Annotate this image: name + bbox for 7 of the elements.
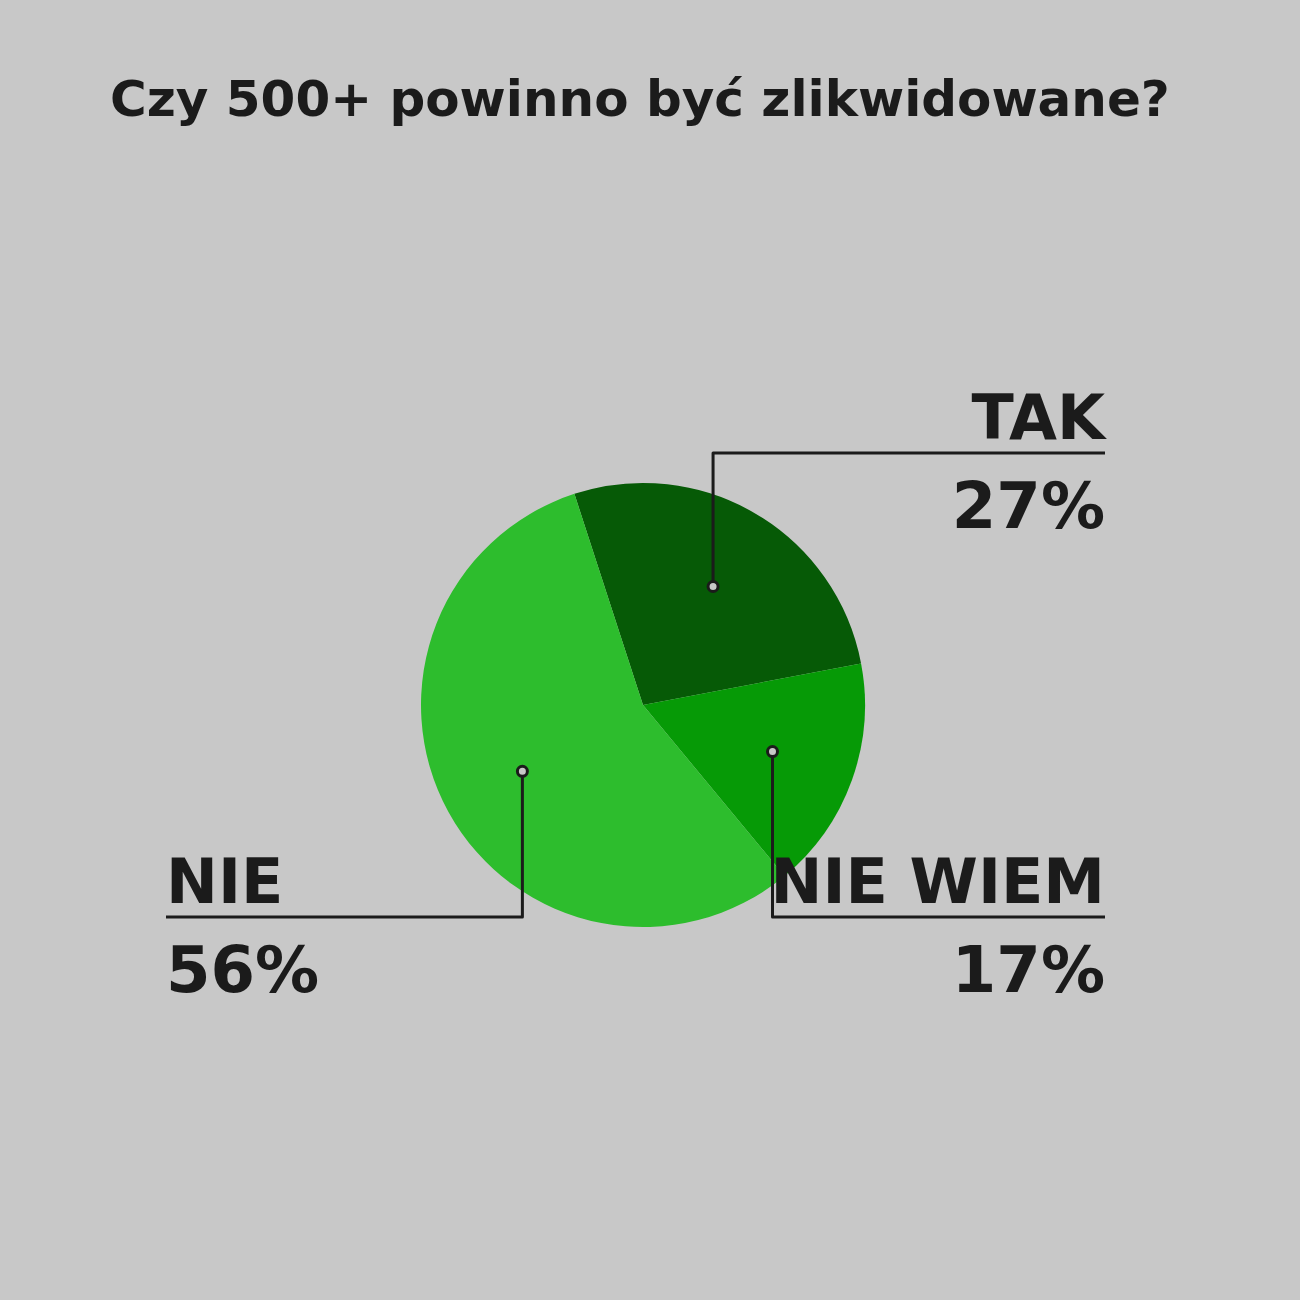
data-label: 27% (951, 469, 1105, 543)
data-label: 17% (951, 933, 1105, 1007)
chart-title: Czy 500+ powinno być zlikwidowane? (110, 70, 1170, 128)
slice-label: NIE WIEM (770, 845, 1105, 918)
slice-label: NIE (166, 845, 284, 918)
data-label: 56% (166, 933, 320, 1007)
slice-label: TAK (971, 381, 1107, 454)
